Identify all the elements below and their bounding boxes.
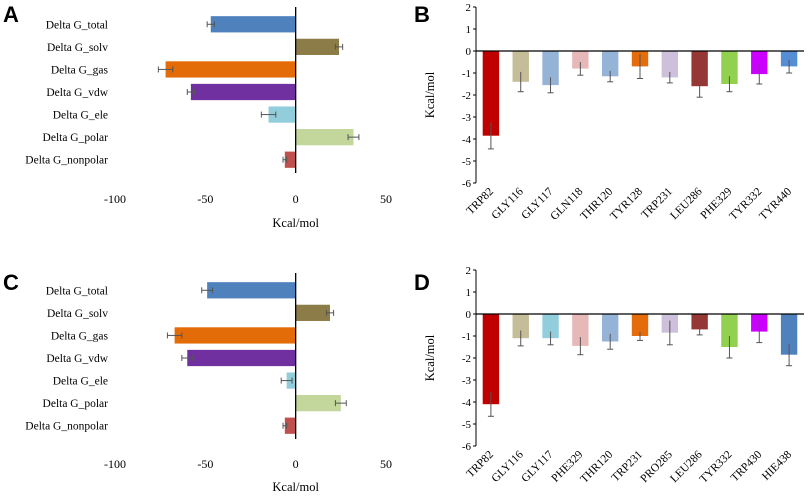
category-label: Delta G_total <box>46 285 108 297</box>
bar <box>512 51 529 82</box>
y-tick-label: -4 <box>462 134 472 146</box>
bar <box>210 16 296 33</box>
category-label: PRO285 <box>638 448 675 485</box>
bar <box>295 129 354 146</box>
y-tick-label: 1 <box>466 24 472 36</box>
bar <box>721 314 738 347</box>
bar <box>482 51 500 136</box>
bar <box>691 314 708 330</box>
bar <box>165 61 296 78</box>
y-tick-label: -5 <box>462 419 472 431</box>
category-label: LEU286 <box>668 185 705 222</box>
panel-label: D <box>414 270 430 295</box>
y-tick-label: -2 <box>462 353 471 365</box>
y-tick-label: 1 <box>466 287 472 299</box>
category-label: Delta G_nonpolar <box>25 421 108 433</box>
panel-d: D 210-1-2-3-4-5-6TRP82GLY116GLY117PHE329T… <box>414 265 804 486</box>
x-axis-label: Kcal/mol <box>272 480 319 494</box>
x-axis-label: Kcal/mol <box>272 216 319 230</box>
x-tick-label: 0 <box>293 457 299 471</box>
y-tick-label: -6 <box>462 441 472 453</box>
bar <box>207 282 296 299</box>
x-tick-label: 50 <box>380 457 392 471</box>
bar <box>691 51 708 87</box>
panel-c: C Delta G_total Delta G_solv Delta G_gas Del… <box>3 270 392 494</box>
category-label: GLY116 <box>490 448 526 484</box>
category-label: Delta G_ele <box>53 376 108 388</box>
y-tick-label: -1 <box>462 68 471 80</box>
x-tick-label: -100 <box>104 192 126 206</box>
bar <box>268 106 296 123</box>
category-label: TRP430 <box>729 448 765 484</box>
y-tick-label: -2 <box>462 90 471 102</box>
x-tick-label: -50 <box>197 457 213 471</box>
bar <box>572 51 589 69</box>
bar <box>601 51 619 77</box>
y-tick-label: -3 <box>462 112 472 124</box>
panel-a: A Delta G_total Delta G_solv Delta G_gas Del… <box>3 2 392 230</box>
category-label: TYR332 <box>698 448 735 485</box>
category-label: Delta G_ele <box>53 110 108 122</box>
bar <box>780 314 798 355</box>
bar <box>295 38 340 55</box>
category-label: Delta G_solv <box>47 308 108 320</box>
bar <box>572 314 589 346</box>
bar <box>174 327 296 344</box>
category-label: TYR128 <box>608 185 645 222</box>
x-tick-label: 0 <box>293 192 299 206</box>
category-label: Delta G_gas <box>51 330 109 342</box>
bar <box>601 314 619 342</box>
y-tick-label: 0 <box>466 46 472 58</box>
bar <box>512 314 529 339</box>
y-tick-label: 2 <box>466 265 472 277</box>
category-label: Delta G_polar <box>43 132 109 144</box>
x-tick-label: -100 <box>104 457 126 471</box>
bar <box>780 51 798 67</box>
y-tick-label: -5 <box>462 156 472 168</box>
bar <box>284 417 296 434</box>
category-label: Delta G_solv <box>47 42 108 54</box>
category-label: GLY117 <box>519 448 555 484</box>
y-tick-label: -4 <box>462 397 472 409</box>
category-label: Delta G_vdw <box>46 87 108 99</box>
bar <box>631 314 649 336</box>
y-tick-label: 2 <box>466 2 472 14</box>
y-axis-label: Kcal/mol <box>423 334 437 381</box>
bar <box>721 51 738 84</box>
category-label: Delta G_polar <box>43 398 109 410</box>
bar <box>295 304 330 321</box>
panel-label: C <box>3 270 19 295</box>
y-tick-label: 0 <box>466 309 472 321</box>
category-label: HIE438 <box>760 448 794 482</box>
panel-label: A <box>3 2 19 27</box>
category-label: Delta G_total <box>46 19 108 31</box>
bar <box>542 51 559 86</box>
bar <box>482 314 500 405</box>
panel-b: B 210-1-2-3-4-5-6TRP82GLY116GLY117GLN118T… <box>414 2 804 223</box>
category-label: THR120 <box>578 448 615 485</box>
bar <box>542 314 559 339</box>
bar <box>295 395 341 412</box>
y-tick-label: -3 <box>462 375 472 387</box>
bar <box>661 51 679 78</box>
category-label: TYR440 <box>757 185 794 222</box>
y-axis-label: Kcal/mol <box>423 71 437 118</box>
category-label: Delta G_vdw <box>46 353 108 365</box>
x-tick-label: -50 <box>197 192 213 206</box>
y-tick-label: -6 <box>462 178 472 190</box>
category-label: Delta G_nonpolar <box>25 155 108 167</box>
x-tick-label: 50 <box>380 192 392 206</box>
category-label: Delta G_gas <box>51 64 109 76</box>
bar <box>187 349 296 367</box>
panel-label: B <box>414 2 430 27</box>
category-label: GLY116 <box>490 185 526 221</box>
bar <box>284 151 296 168</box>
bar <box>751 51 768 75</box>
bar <box>190 83 296 101</box>
y-tick-label: -1 <box>462 331 471 343</box>
